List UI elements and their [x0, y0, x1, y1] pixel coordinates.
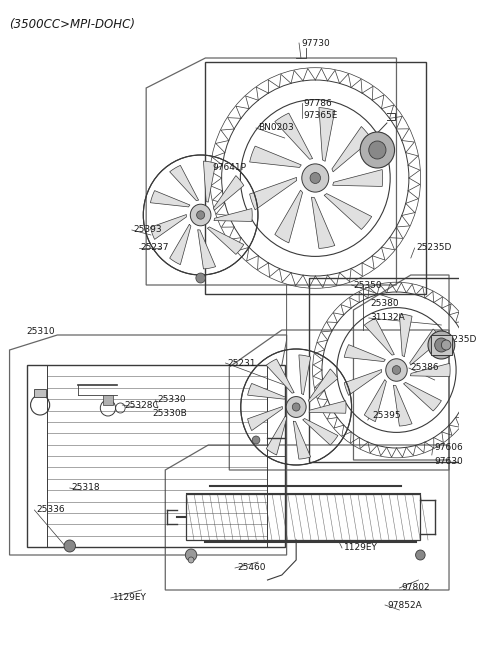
Polygon shape — [333, 170, 383, 186]
Circle shape — [190, 204, 211, 226]
Polygon shape — [293, 421, 311, 459]
Polygon shape — [410, 329, 442, 365]
Polygon shape — [266, 416, 287, 455]
Polygon shape — [309, 369, 338, 402]
Bar — [186, 494, 420, 540]
Text: 97730: 97730 — [301, 39, 330, 47]
Text: 97365E: 97365E — [304, 111, 338, 119]
Polygon shape — [150, 190, 190, 207]
Polygon shape — [207, 227, 244, 254]
Polygon shape — [275, 113, 312, 159]
Polygon shape — [410, 363, 450, 377]
Text: (3500CC>MPI-DOHC): (3500CC>MPI-DOHC) — [10, 18, 135, 31]
Polygon shape — [214, 208, 252, 222]
Bar — [27, 365, 285, 547]
Circle shape — [392, 366, 401, 374]
Polygon shape — [319, 107, 335, 161]
Polygon shape — [394, 385, 412, 426]
Polygon shape — [250, 177, 297, 210]
Polygon shape — [213, 176, 244, 210]
Polygon shape — [344, 344, 385, 362]
Text: 25350: 25350 — [353, 280, 382, 290]
Polygon shape — [399, 314, 412, 357]
Circle shape — [310, 172, 321, 184]
Circle shape — [64, 540, 75, 552]
Polygon shape — [324, 194, 372, 230]
Text: 97641P: 97641P — [212, 163, 246, 172]
Polygon shape — [404, 382, 442, 411]
Polygon shape — [344, 370, 382, 396]
Polygon shape — [248, 406, 282, 431]
Circle shape — [286, 396, 306, 418]
Text: 25231: 25231 — [228, 358, 256, 368]
Text: 25235D: 25235D — [417, 244, 452, 252]
Text: 97802: 97802 — [401, 583, 430, 593]
Text: 25330B: 25330B — [153, 408, 188, 418]
Circle shape — [185, 549, 197, 561]
Circle shape — [292, 403, 300, 411]
Circle shape — [360, 132, 395, 168]
Polygon shape — [332, 127, 372, 172]
Bar — [103, 395, 113, 405]
Text: 25237: 25237 — [141, 244, 169, 252]
Text: 97630: 97630 — [435, 458, 464, 466]
Text: 25318: 25318 — [72, 484, 100, 492]
Text: 25235D: 25235D — [442, 336, 477, 344]
Bar — [35, 389, 46, 397]
Polygon shape — [364, 318, 395, 355]
Bar — [431, 335, 452, 355]
Polygon shape — [169, 165, 199, 200]
Text: 25380: 25380 — [371, 298, 399, 308]
Circle shape — [252, 436, 260, 444]
Text: 1129EY: 1129EY — [113, 593, 146, 603]
Circle shape — [302, 164, 329, 192]
Polygon shape — [250, 146, 301, 167]
Text: BN0203: BN0203 — [258, 123, 294, 133]
Polygon shape — [309, 401, 346, 413]
Text: 25460: 25460 — [237, 563, 265, 573]
Polygon shape — [266, 359, 294, 393]
Polygon shape — [312, 197, 335, 248]
Text: 25393: 25393 — [134, 226, 162, 234]
Polygon shape — [303, 418, 338, 445]
Polygon shape — [248, 384, 286, 399]
Circle shape — [435, 338, 448, 352]
Text: 25386: 25386 — [411, 364, 439, 372]
Text: 97852A: 97852A — [387, 601, 421, 609]
Circle shape — [416, 550, 425, 560]
Text: 31132A: 31132A — [371, 314, 406, 322]
Text: 25395: 25395 — [372, 410, 401, 420]
Polygon shape — [204, 161, 216, 202]
Text: 97786: 97786 — [304, 99, 333, 107]
Polygon shape — [275, 190, 302, 243]
Circle shape — [197, 211, 204, 219]
Circle shape — [196, 273, 205, 283]
Polygon shape — [198, 230, 216, 269]
Circle shape — [428, 331, 455, 359]
Text: 25330: 25330 — [157, 396, 186, 404]
Text: 25336: 25336 — [36, 505, 65, 515]
Bar — [205, 63, 426, 294]
Text: 1129EY: 1129EY — [344, 543, 378, 553]
Circle shape — [386, 359, 407, 381]
Polygon shape — [150, 214, 186, 239]
Text: 25328C: 25328C — [124, 400, 159, 410]
Bar — [309, 278, 480, 462]
Polygon shape — [364, 380, 386, 422]
Circle shape — [188, 557, 194, 563]
Circle shape — [442, 340, 451, 350]
Polygon shape — [299, 355, 311, 395]
Circle shape — [369, 141, 386, 159]
Polygon shape — [169, 224, 191, 264]
Text: 97606: 97606 — [435, 444, 464, 452]
Text: 25310: 25310 — [27, 328, 55, 336]
